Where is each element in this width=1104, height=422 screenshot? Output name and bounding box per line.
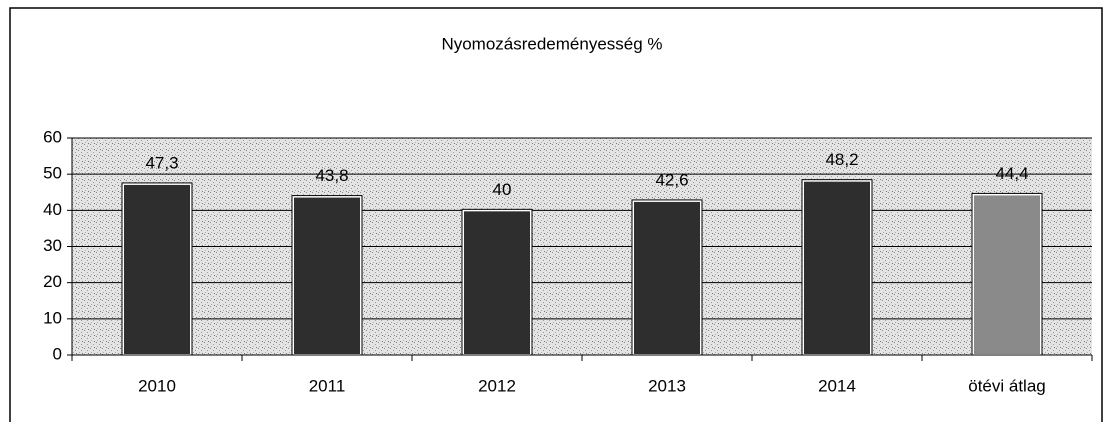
bar-outline <box>971 192 1043 356</box>
y-tick-label: 20 <box>43 272 62 291</box>
data-label: 42,6 <box>655 170 688 189</box>
x-tick-label: 2014 <box>818 376 856 395</box>
bar-outline <box>801 179 873 356</box>
bar <box>462 209 532 356</box>
bar <box>802 179 872 356</box>
bar <box>972 193 1042 356</box>
x-tick-label: 2012 <box>478 376 516 395</box>
y-tick-label: 60 <box>43 127 62 146</box>
y-tick-label: 40 <box>43 200 62 219</box>
data-label: 48,2 <box>825 150 858 169</box>
bar-outline <box>461 208 533 356</box>
x-tick-label: 2010 <box>138 376 176 395</box>
x-tick-label: 2013 <box>648 376 686 395</box>
bar <box>632 199 702 356</box>
y-tick-label: 10 <box>43 308 62 327</box>
x-tick-label: 2011 <box>309 376 346 395</box>
bar <box>292 195 362 356</box>
chart-title: Nyomozásredeményesség % <box>441 34 662 53</box>
bar <box>122 182 192 356</box>
data-label: 43,8 <box>315 166 348 185</box>
data-label: 47,3 <box>145 153 178 172</box>
bar-outline <box>121 182 193 356</box>
x-tick-label: ötévi átlag <box>968 376 1046 395</box>
data-label: 40 <box>493 180 512 199</box>
y-tick-label: 0 <box>53 344 62 363</box>
y-tick-label: 50 <box>43 164 62 183</box>
y-tick-label: 30 <box>43 236 62 255</box>
data-label: 44,4 <box>995 164 1028 183</box>
bar-outline <box>631 199 703 356</box>
bar-outline <box>291 195 363 356</box>
